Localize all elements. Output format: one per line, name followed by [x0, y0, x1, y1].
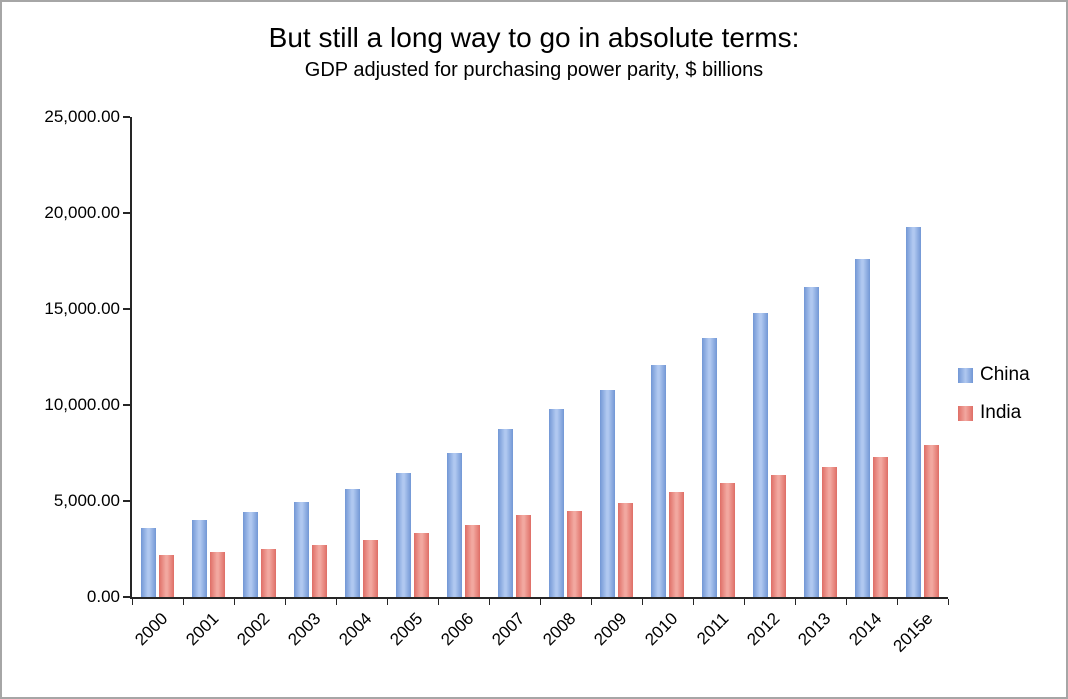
bar-india-2014 — [873, 457, 888, 597]
bar-china-2004 — [345, 489, 360, 597]
plot-area — [130, 117, 948, 599]
bar-china-2008 — [549, 409, 564, 597]
y-tick-mark — [123, 308, 130, 310]
x-axis-label: 2010 — [641, 609, 682, 650]
bar-china-2014 — [855, 259, 870, 597]
x-tick-mark — [642, 599, 643, 605]
legend-item-india: India — [958, 402, 1030, 424]
bar-india-2012 — [771, 475, 786, 597]
legend-swatch-india — [958, 405, 973, 421]
x-tick-mark — [234, 599, 235, 605]
bar-india-2007 — [516, 515, 531, 597]
x-tick-mark — [540, 599, 541, 605]
legend-label-india: India — [980, 402, 1022, 423]
x-tick-mark — [387, 599, 388, 605]
x-tick-mark — [693, 599, 694, 605]
x-axis-label: 2001 — [182, 609, 223, 650]
y-tick-label: 5,000.00 — [53, 491, 120, 510]
bar-china-2009 — [600, 390, 615, 597]
x-axis-label: 2008 — [539, 609, 580, 650]
bar-india-2001 — [210, 552, 225, 597]
bar-india-2009 — [618, 503, 633, 597]
x-tick-mark — [285, 599, 286, 605]
x-tick-mark — [132, 599, 133, 605]
x-tick-mark — [948, 599, 949, 605]
y-tick-label: 25,000.00 — [44, 107, 120, 126]
bar-china-2000 — [141, 528, 156, 597]
y-tick-mark — [123, 404, 130, 406]
bar-india-2003 — [312, 545, 327, 597]
bar-india-2008 — [567, 511, 582, 597]
x-tick-mark — [744, 599, 745, 605]
y-tick-mark — [123, 212, 130, 214]
bar-china-2015e — [906, 227, 921, 597]
chart-title: But still a long way to go in absolute t… — [268, 22, 800, 53]
x-tick-mark — [795, 599, 796, 605]
legend: China India — [958, 364, 1030, 424]
x-axis-label: 2014 — [845, 609, 886, 650]
bar-china-2012 — [753, 313, 768, 597]
x-axis-label: 2009 — [590, 609, 631, 650]
legend-item-china: China — [958, 364, 1030, 386]
bar-india-2010 — [669, 492, 684, 597]
x-tick-mark — [489, 599, 490, 605]
bar-china-2005 — [396, 473, 411, 597]
y-tick-label: 0.00 — [86, 587, 120, 606]
legend-label-china: China — [980, 364, 1030, 385]
bar-china-2001 — [192, 520, 207, 597]
x-axis-label: 2005 — [386, 609, 427, 650]
bar-china-2011 — [702, 338, 717, 597]
x-axis-label: 2004 — [335, 609, 376, 650]
x-tick-mark — [336, 599, 337, 605]
x-tick-mark — [897, 599, 898, 605]
bar-india-2004 — [363, 540, 378, 597]
bar-india-2011 — [720, 483, 735, 597]
x-tick-mark — [183, 599, 184, 605]
bar-china-2010 — [651, 365, 666, 597]
bar-china-2013 — [804, 287, 819, 597]
chart-subtitle: GDP adjusted for purchasing power parity… — [304, 59, 764, 81]
bar-china-2007 — [498, 429, 513, 597]
bar-china-2002 — [243, 512, 258, 597]
bar-india-2015e — [924, 445, 939, 597]
x-tick-mark — [438, 599, 439, 605]
y-tick-mark — [123, 116, 130, 118]
x-axis-label: 2012 — [743, 609, 784, 650]
x-axis-label: 2003 — [284, 609, 325, 650]
bar-china-2006 — [447, 453, 462, 597]
y-tick-mark — [123, 500, 130, 502]
bar-india-2000 — [159, 555, 174, 597]
y-tick-label: 15,000.00 — [44, 299, 120, 318]
y-tick-label: 10,000.00 — [44, 395, 120, 414]
legend-swatch-china — [958, 367, 973, 383]
y-tick-mark — [123, 596, 130, 598]
bar-india-2013 — [822, 467, 837, 597]
x-axis-label: 2006 — [437, 609, 478, 650]
x-axis-label: 2002 — [233, 609, 274, 650]
bar-china-2003 — [294, 502, 309, 597]
x-tick-mark — [846, 599, 847, 605]
x-axis-label: 2015e — [889, 609, 937, 656]
bar-india-2005 — [414, 533, 429, 597]
x-axis-label: 2013 — [794, 609, 835, 650]
x-tick-mark — [591, 599, 592, 605]
x-axis-label: 2000 — [131, 609, 172, 650]
x-axis-label: 2011 — [693, 609, 733, 649]
bar-india-2002 — [261, 549, 276, 597]
x-axis-label: 2007 — [488, 609, 529, 650]
y-tick-label: 20,000.00 — [44, 203, 120, 222]
bar-india-2006 — [465, 525, 480, 597]
